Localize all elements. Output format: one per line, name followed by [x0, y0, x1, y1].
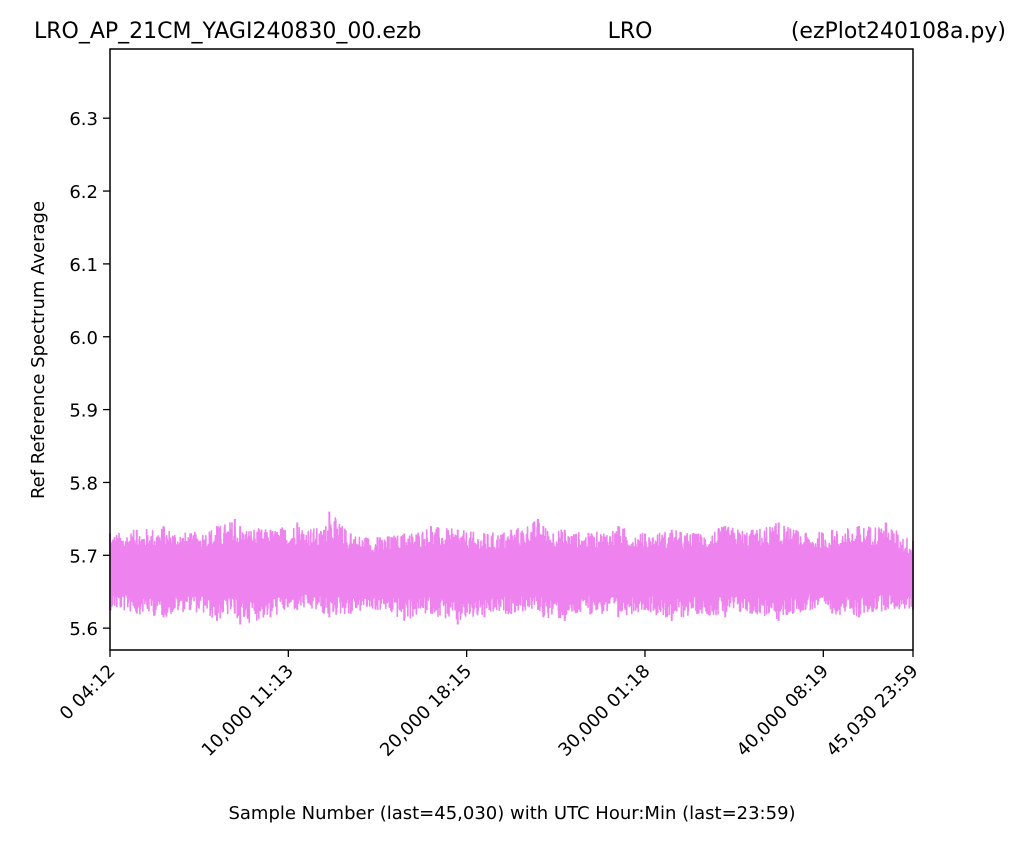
y-tick-label: 5.7	[69, 546, 98, 567]
x-axis: 0 04:12 10,000 11:13 20,000 18:15 30,000 01…	[56, 650, 923, 761]
y-axis: 5.6 5.7 5.8 5.9 6.0 6.1 6.2 6.3	[69, 109, 110, 640]
y-axis-label: Ref Reference Spectrum Average	[28, 201, 49, 499]
chart-title-script: (ezPlot240108a.py)	[791, 19, 1006, 44]
x-axis-label: Sample Number (last=45,030) with UTC Hou…	[228, 803, 795, 824]
x-tick-label: 20,000 18:15	[376, 661, 476, 761]
plot-area	[109, 511, 914, 625]
x-tick-label: 10,000 11:13	[198, 661, 298, 761]
y-tick-label: 6.1	[69, 255, 98, 276]
y-tick-label: 5.9	[69, 401, 98, 422]
chart-title-station: LRO	[608, 19, 653, 44]
x-tick-label: 0 04:12	[56, 661, 120, 725]
chart-title-file: LRO_AP_21CM_YAGI240830_00.ezb	[34, 19, 421, 44]
y-tick-label: 5.6	[69, 619, 98, 640]
y-tick-label: 6.0	[69, 328, 98, 349]
x-tick-label: 30,000 01:18	[554, 661, 654, 761]
y-tick-label: 5.8	[69, 473, 98, 494]
y-tick-label: 6.2	[69, 182, 98, 203]
x-tick-label: 45,030 23:59	[822, 661, 922, 761]
x-tick-label: 40,000 08:19	[733, 661, 833, 761]
plot-frame	[109, 48, 914, 651]
y-tick-label: 6.3	[69, 109, 98, 130]
